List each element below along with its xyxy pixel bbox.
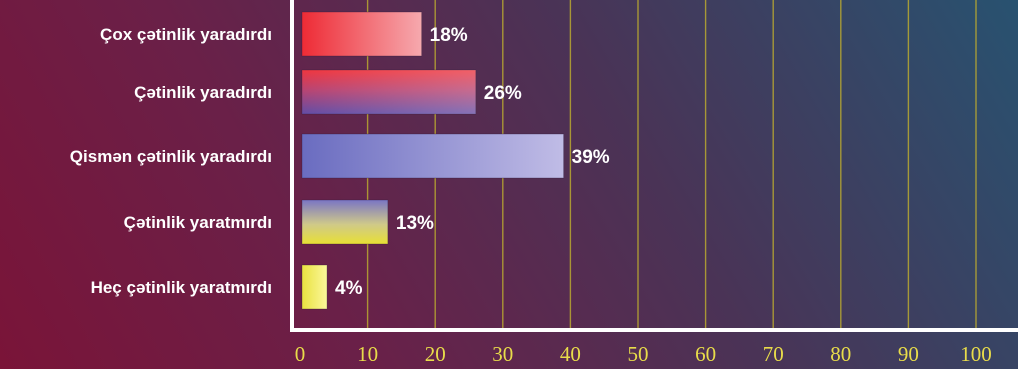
category-label-5: Heç çətinlik yaratmırdı: [91, 278, 272, 297]
value-label-4: 13%: [396, 213, 434, 234]
x-tick-label-50: 50: [628, 342, 649, 366]
bars: [301, 11, 564, 310]
category-label-1: Çox çətinlik yaradırdı: [100, 25, 272, 44]
bar-4: [301, 199, 389, 245]
category-label-4: Çətinlik yaratmırdı: [124, 213, 272, 232]
labels: 18% Çox çətinlik yaradırdı 26% Çətinlik yar…: [70, 25, 992, 366]
x-tick-label-70: 70: [763, 342, 784, 366]
x-tick-label-20: 20: [425, 342, 446, 366]
value-label-5: 4%: [335, 278, 363, 299]
x-tick-label-0: 0: [295, 342, 306, 366]
x-tick-label-40: 40: [560, 342, 581, 366]
category-label-2: Çətinlik yaradırdı: [134, 83, 272, 102]
x-tick-label-90: 90: [898, 342, 919, 366]
axes: [290, 0, 1018, 332]
x-tick-label-100: 100: [960, 342, 992, 366]
value-label-3: 39%: [572, 147, 610, 168]
grid-lines: [366, 0, 977, 330]
x-tick-label-80: 80: [830, 342, 851, 366]
bar-5: [301, 264, 328, 310]
x-tick-label-60: 60: [695, 342, 716, 366]
x-tick-label-30: 30: [492, 342, 513, 366]
bar-3: [301, 133, 564, 179]
bar-1: [301, 11, 422, 57]
value-label-2: 26%: [484, 83, 522, 104]
bar-2-highlight: [302, 70, 476, 114]
category-label-3: Qismən çətinlik yaradırdı: [70, 147, 272, 166]
x-tick-label-10: 10: [357, 342, 378, 366]
value-label-1: 18%: [430, 25, 468, 46]
